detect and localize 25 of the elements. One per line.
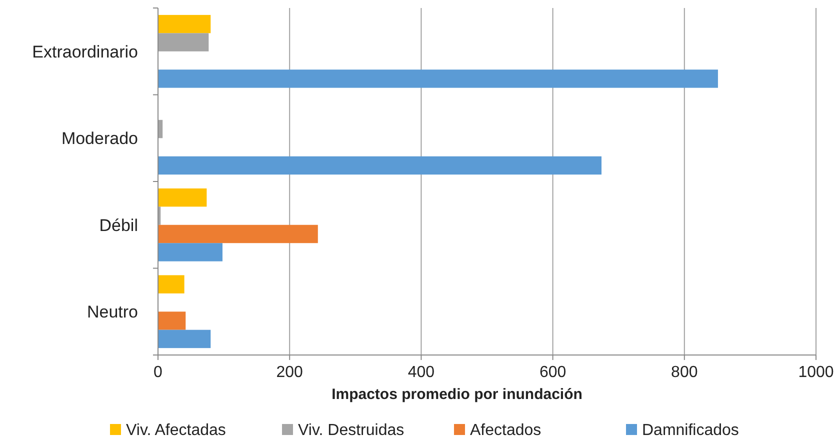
x-tick-label: 200 xyxy=(276,364,304,381)
bar xyxy=(158,224,318,244)
bar xyxy=(158,70,718,88)
x-tick-label: 400 xyxy=(408,364,435,381)
bar xyxy=(158,156,602,175)
x-tick-label: 1000 xyxy=(798,364,834,381)
x-tick-label: 0 xyxy=(154,364,163,381)
bar xyxy=(158,330,211,348)
x-tick-label: 800 xyxy=(671,364,698,381)
y-tick-label: Extraordinario xyxy=(32,42,138,62)
y-tick-label: Neutro xyxy=(86,302,138,322)
x-tick-label: 600 xyxy=(539,364,566,381)
bar xyxy=(158,312,186,330)
legend-label: Viv. Destruidas xyxy=(298,422,404,439)
y-tick-label: Moderado xyxy=(61,129,138,148)
bar xyxy=(158,275,184,294)
legend-label: Damnificados xyxy=(642,422,739,439)
legend-label: Afectados xyxy=(470,422,542,439)
legend-label: Viv. Afectadas xyxy=(126,422,226,439)
bar xyxy=(158,14,211,34)
bar xyxy=(158,33,209,52)
y-tick-label: Débil xyxy=(99,216,138,235)
bar xyxy=(158,243,222,262)
bar xyxy=(158,188,207,207)
x-axis-title: Impactos promedio por inundación xyxy=(332,386,582,403)
